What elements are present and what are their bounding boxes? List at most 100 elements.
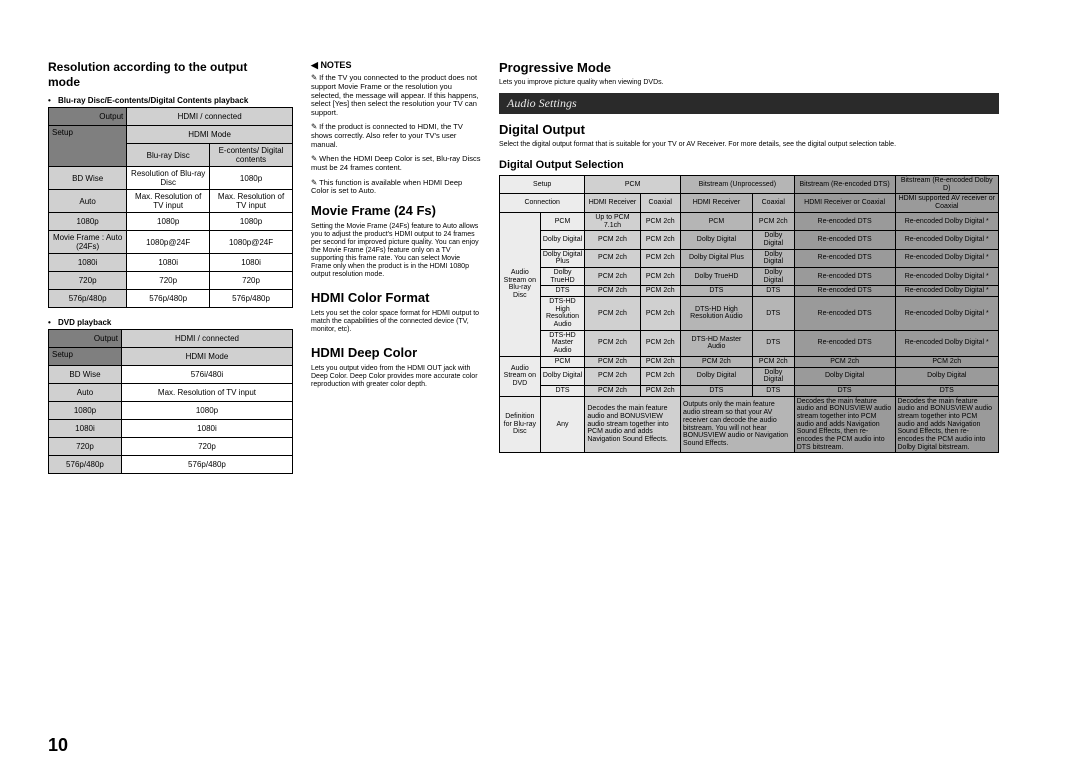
cell: Audio Stream on Blu-ray Disc (500, 212, 541, 356)
cell: PCM 2ch (794, 356, 895, 367)
cell: PCM 2ch (585, 297, 640, 331)
cell: 720p (210, 272, 293, 290)
cell: Re-encoded DTS (794, 231, 895, 249)
cell: PCM 2ch (680, 356, 752, 367)
cell: DTS (540, 385, 585, 396)
cell: 720p (49, 272, 127, 290)
cell: BD Wise (49, 366, 122, 384)
cell: PCM 2ch (585, 330, 640, 356)
cell: DTS (680, 286, 752, 297)
cell: Coaxial (640, 194, 680, 212)
cell: Coaxial (752, 194, 794, 212)
cell: Bitstream (Unprocessed) (680, 176, 794, 194)
cell: DTS (752, 297, 794, 331)
cell: Setup (49, 126, 127, 167)
cell: Dolby Digital (540, 367, 585, 385)
cell: Dolby Digital (752, 231, 794, 249)
cell: Setup (500, 176, 585, 194)
cell: Bitstream (Re-encoded Dolby D) (895, 176, 999, 194)
cell: 1080p (49, 213, 127, 231)
cell: 1080i (121, 420, 292, 438)
heading-resolution: Resolution according to the output mode (48, 60, 293, 90)
heading-hdmi-deep: HDMI Deep Color (311, 346, 481, 361)
cell: DTS (752, 286, 794, 297)
cell: 720p (121, 438, 292, 456)
cell: Max. Resolution of TV input (210, 190, 293, 213)
cell: Dolby Digital (680, 367, 752, 385)
cell: Output (49, 108, 127, 126)
cell: DTS (895, 385, 999, 396)
cell: Re-encoded Dolby Digital * (895, 297, 999, 331)
heading-progressive: Progressive Mode (499, 60, 999, 75)
bullet-dvd-playback: DVD playback (48, 318, 293, 327)
cell: BD Wise (49, 167, 127, 190)
cell: 1080p (127, 213, 210, 231)
cell: PCM 2ch (585, 356, 640, 367)
cell: Up to PCM 7.1ch (585, 212, 640, 230)
cell: Re-encoded Dolby Digital * (895, 330, 999, 356)
cell: Bitstream (Re-encoded DTS) (794, 176, 895, 194)
cell: Connection (500, 194, 585, 212)
cell: Re-encoded DTS (794, 330, 895, 356)
cell: Re-encoded DTS (794, 249, 895, 267)
cell: 1080i (49, 420, 122, 438)
cell: PCM 2ch (640, 286, 680, 297)
heading-dos: Digital Output Selection (499, 159, 999, 171)
note-3: ✎ When the HDMI Deep Color is set, Blu-r… (311, 155, 481, 172)
cell: Dolby Digital (794, 367, 895, 385)
cell: Max. Resolution of TV input (127, 190, 210, 213)
cell: PCM (540, 356, 585, 367)
body-hdmi-color: Lets you set the color space format for … (311, 310, 481, 334)
cell: DTS-HD Master Audio (680, 330, 752, 356)
cell: Dolby Digital (752, 267, 794, 285)
cell: 576p/480p (210, 290, 293, 308)
body-digital-output: Select the digital output format that is… (499, 141, 999, 149)
body-progressive: Lets you improve picture quality when vi… (499, 79, 999, 87)
note-1: ✎ If the TV you connected to the product… (311, 74, 481, 117)
body-hdmi-deep: Lets you output video from the HDMI OUT … (311, 365, 481, 389)
cell: PCM 2ch (585, 286, 640, 297)
cell: DTS (540, 286, 585, 297)
cell: 720p (49, 438, 122, 456)
cell: Re-encoded Dolby Digital * (895, 212, 999, 230)
cell: 576p/480p (49, 290, 127, 308)
heading-digital-output: Digital Output (499, 122, 999, 137)
cell: PCM (585, 176, 681, 194)
cell: Dolby Digital Plus (680, 249, 752, 267)
cell: Blu-ray Disc (127, 144, 210, 167)
cell: Dolby Digital (752, 367, 794, 385)
cell: DTS (680, 385, 752, 396)
cell: HDMI / connected (127, 108, 293, 126)
cell: Max. Resolution of TV input (121, 384, 292, 402)
cell: 1080i (127, 254, 210, 272)
cell: DTS (794, 385, 895, 396)
column-audio: Progressive Mode Lets you improve pictur… (499, 60, 999, 474)
cell: PCM 2ch (640, 297, 680, 331)
table-bd-playback: Output HDMI / connected Setup HDMI Mode … (48, 107, 293, 308)
cell: 1080p@24F (210, 231, 293, 254)
cell: 1080p@24F (127, 231, 210, 254)
cell: Resolution of Blu-ray Disc (127, 167, 210, 190)
bullet-bd-playback: Blu-ray Disc/E-contents/Digital Contents… (48, 96, 293, 105)
notes-label: ◀ NOTES (311, 60, 481, 70)
cell: Re-encoded DTS (794, 297, 895, 331)
cell: Definition for Blu-ray Disc (500, 396, 541, 453)
cell: PCM 2ch (640, 367, 680, 385)
cell: 720p (127, 272, 210, 290)
cell: Output (49, 330, 122, 348)
cell: PCM 2ch (640, 212, 680, 230)
cell: 1080p (49, 402, 122, 420)
cell: PCM 2ch (585, 267, 640, 285)
cell: PCM 2ch (585, 385, 640, 396)
note-4: ✎ This function is available when HDMI D… (311, 179, 481, 196)
cell: Setup (49, 348, 122, 366)
cell: HDMI Mode (121, 348, 292, 366)
cell: 576p/480p (127, 290, 210, 308)
cell: E-contents/ Digital contents (210, 144, 293, 167)
cell: PCM 2ch (640, 231, 680, 249)
cell: PCM (540, 212, 585, 230)
cell: PCM 2ch (585, 231, 640, 249)
cell: Re-encoded DTS (794, 267, 895, 285)
page-number: 10 (48, 735, 68, 756)
cell: 1080p (210, 167, 293, 190)
